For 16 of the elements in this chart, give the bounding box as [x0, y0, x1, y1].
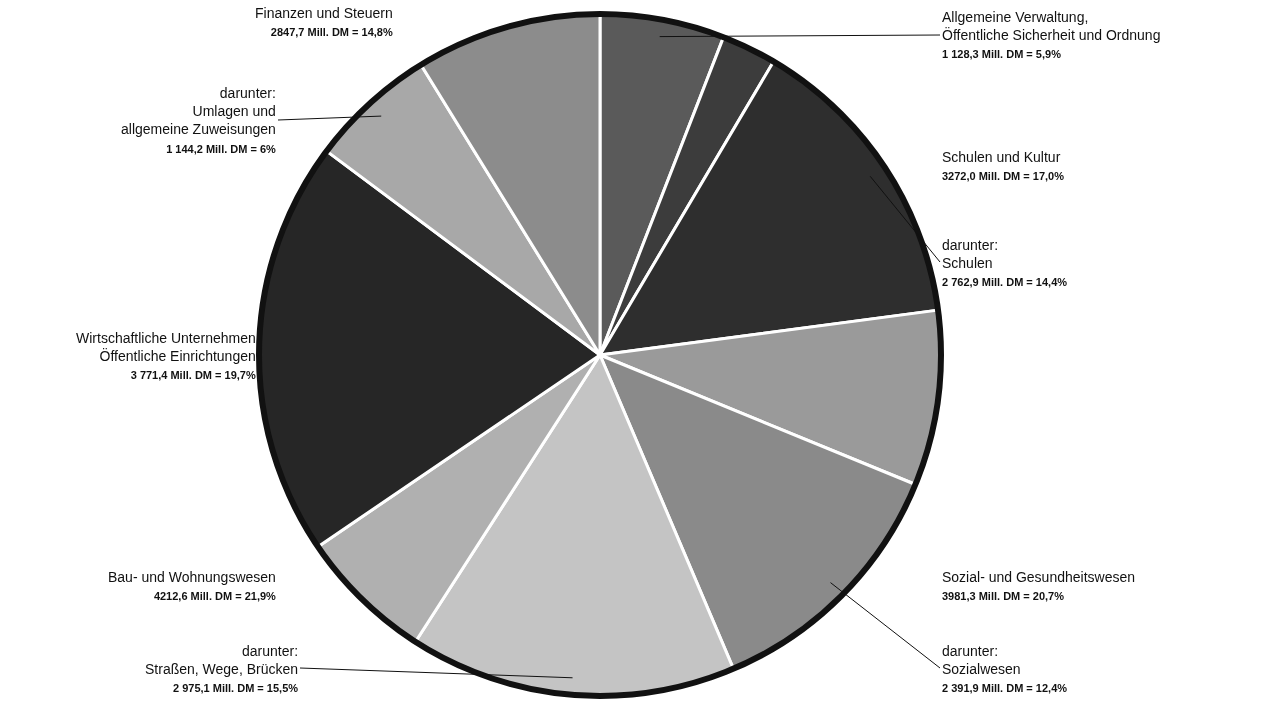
text: Sozial- und Gesundheitswesen 3981,3 Mill. DM = 20,7% — [942, 569, 1136, 603]
slice-label: darunter: Sozialwesen — [942, 643, 1021, 678]
text: Finanzen und Steuern 2847,7 Mill. DM = 14,8% — [255, 5, 393, 39]
data-label: 2 975,1 Mill. DM = 15,5% — [173, 682, 299, 695]
slice-label: darunter: Straßen, Wege, Brücken — [145, 643, 299, 678]
text: Schulen und Kultur 3272,0 Mill. DM = 17,0% — [942, 149, 1065, 183]
slice-label: darunter: Schulen — [942, 237, 999, 272]
data-label: 3 771,4 Mill. DM = 19,7% — [130, 369, 256, 382]
data-label: 1 144,2 Mill. DM = 6% — [166, 142, 277, 155]
slice-label: Allgemeine Verwaltung, Öffentliche Sicherheit und Ordnung — [942, 9, 1161, 44]
data-label: 2 762,9 Mill. DM = 14,4% — [942, 276, 1068, 289]
text: Bau- und Wohnungswesen 4212,6 Mill. DM = 21,9% — [108, 569, 277, 603]
data-label: 2 391,9 Mill. DM = 12,4% — [942, 682, 1068, 695]
data-label: 1 128,3 Mill. DM = 5,9% — [942, 48, 1062, 61]
slice-label: Wirtschaftliche Unternehmen Öffentliche Einrichtungen — [76, 330, 256, 365]
slice-label: darunter: Umlagen und allgemeine Zuweisungen — [121, 85, 276, 138]
